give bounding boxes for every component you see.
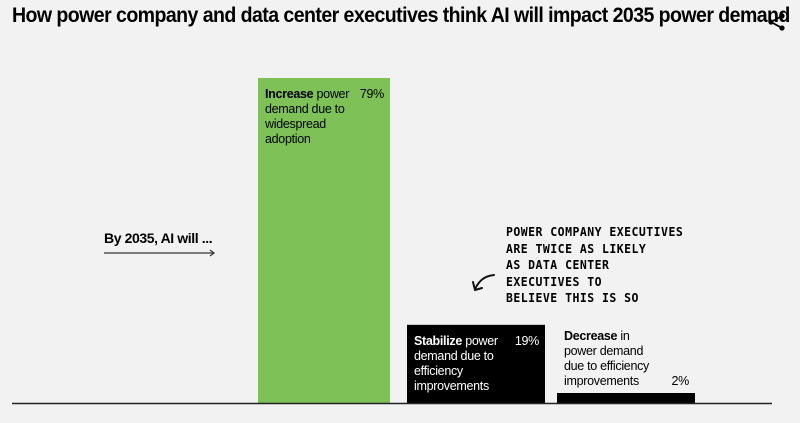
bar-label: Increase power demand due to widespread ado… [265,87,349,147]
bar-label-text: power [313,87,350,101]
bar-label-text: power [462,333,498,348]
bar-label-text: widespread [265,117,326,131]
value-label: 19% [514,333,539,348]
bar-label-text: efficiency [414,363,463,378]
chart-title: How power company and data center execut… [12,4,790,27]
annotation-line: believe this is so [506,290,639,305]
intro-arrow-head [209,249,215,257]
bar-label-category: Decrease [564,329,618,343]
bar-label: Stabilize power demand due to efficiency im… [414,334,498,394]
bar-label-text: demand due to [265,102,345,116]
bar-label: Decrease in power demand due to efficiency… [564,329,649,389]
share-icon[interactable] [766,12,788,32]
annotation-line: as data center [506,257,610,272]
bar-label-text: improvements [414,378,489,393]
intro-label: By 2035, AI will ... [104,230,213,246]
bar-increase [258,78,390,403]
bar-label-text: in [617,329,630,343]
bar-label-text: due to efficiency [564,359,650,373]
annotation-arrow-head [472,281,483,291]
annotation: Power company executives are twice as li… [506,224,683,307]
bar-label-category: Stabilize [414,333,463,348]
bar-label-text: adoption [265,132,311,146]
bar-label-category: Increase [265,87,314,101]
annotation-line: are twice as likely [506,240,647,256]
bar-decrease [557,393,695,403]
bar-label-text: demand due to [414,348,494,363]
value-label: 79% [359,87,384,101]
value-label: 2% [671,374,690,388]
annotation-line: Power company executives [506,224,684,239]
annotation-arrow [474,274,495,290]
bar-label-text: improvements [564,374,639,388]
bar-stabilize [407,324,545,403]
annotation-line: executives to [506,273,602,289]
bar-label-text: power demand [564,344,644,358]
